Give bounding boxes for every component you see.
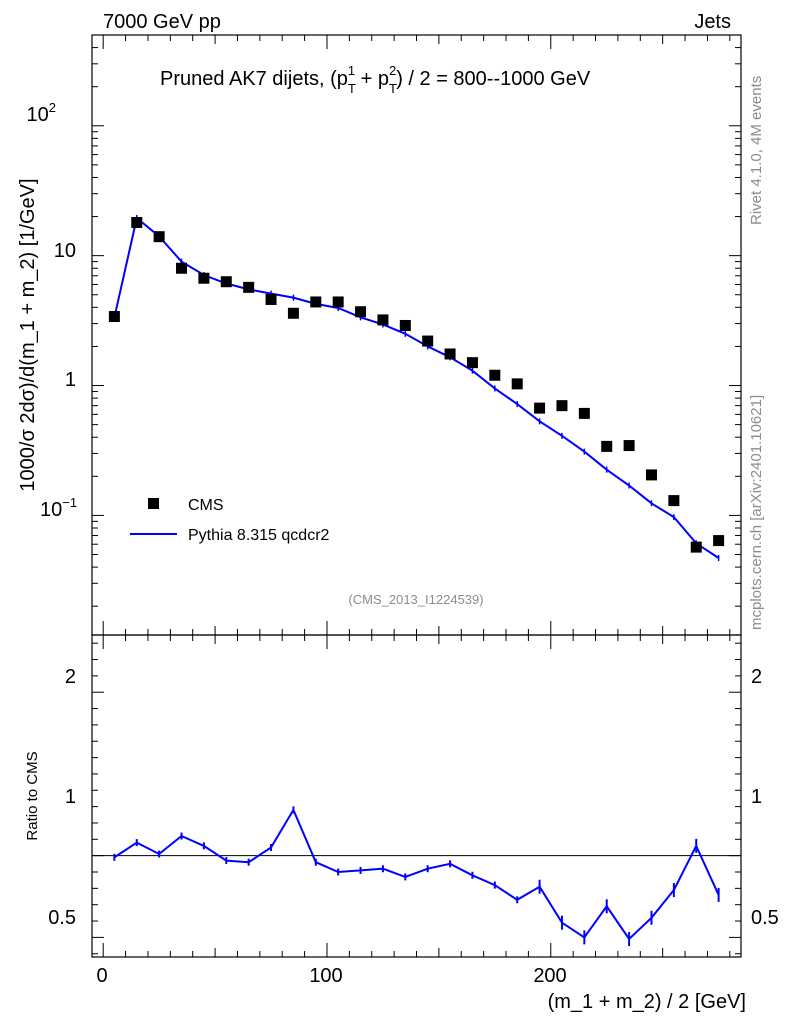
ratio-series — [92, 806, 741, 947]
y-tick-label-10: 10 — [54, 240, 76, 262]
mcplots-label: mcplots.cern.ch [arXiv:2401.10621] — [748, 395, 765, 630]
cms-data-point — [399, 319, 411, 331]
ratio-y-tick-2-left: 2 — [65, 666, 76, 688]
axis-ticks — [92, 34, 741, 957]
cms-data-point — [645, 469, 657, 481]
cms-data-point — [265, 293, 277, 305]
cms-data-point — [131, 217, 143, 229]
x-axis-label: (m_1 + m_2) / 2 [GeV] — [548, 991, 746, 1013]
cms-data-point — [713, 535, 725, 547]
ratio-panel-frame — [91, 634, 742, 958]
cms-data-point — [176, 262, 188, 274]
process-label: Jets — [694, 11, 731, 33]
mc-line — [113, 216, 720, 559]
y-tick-label-0.1: 10−1 — [40, 495, 77, 521]
cms-data-point — [466, 357, 478, 369]
ratio-y-tick-0.5-right: 0.5 — [751, 907, 779, 929]
cms-data-point — [489, 369, 501, 381]
ratio-y-tick-0.5-left: 0.5 — [48, 907, 76, 929]
ratio-y-tick-2-right: 2 — [751, 666, 762, 688]
cms-data-point — [332, 296, 344, 308]
chart-title: Pruned AK7 dijets, (pT1 + pT2) / 2 = 800… — [160, 63, 591, 96]
cms-data-point — [444, 348, 456, 360]
y-axis-label: 1000/σ 2dσ)/d(m_1 + m_2) [1/GeV] — [17, 178, 39, 491]
cms-data-point — [556, 400, 568, 412]
main-panel-frame — [91, 34, 742, 636]
y-tick-label-1: 1 — [65, 369, 76, 391]
cms-data-point — [623, 440, 635, 452]
cms-data-point — [422, 335, 434, 347]
cms-data-point — [310, 296, 322, 308]
cms-data-point — [534, 402, 546, 414]
analysis-id: (CMS_2013_I1224539) — [348, 592, 483, 607]
cms-data-point — [220, 276, 232, 288]
cms-data-point — [355, 306, 367, 318]
data-series — [108, 217, 725, 553]
cms-data-point — [601, 440, 613, 452]
ratio-line — [113, 807, 720, 941]
legend-cms-label: CMS — [188, 497, 224, 514]
cms-data-point — [668, 495, 680, 507]
cms-data-point — [243, 281, 255, 293]
cms-data-point — [153, 231, 165, 243]
legend-mc-label: Pythia 8.315 qcdcr2 — [188, 527, 330, 544]
cms-data-point — [377, 314, 389, 326]
cms-data-point — [287, 307, 299, 319]
x-tick-label-0: 0 — [96, 965, 107, 987]
ratio-y-axis-label: Ratio to CMS — [24, 751, 41, 840]
cms-data-point — [511, 378, 523, 390]
cms-data-point — [198, 272, 210, 284]
x-tick-label-100: 100 — [309, 965, 342, 987]
y-tick-label-100: 102 — [27, 100, 56, 126]
cms-data-point — [690, 541, 702, 553]
legend-cms-marker — [148, 498, 159, 509]
cms-data-point — [108, 311, 120, 323]
cms-data-point — [578, 407, 590, 419]
ratio-y-tick-1-left: 1 — [65, 786, 76, 808]
rivet-label: Rivet 4.1.0, 4M events — [748, 76, 765, 225]
ratio-y-tick-1-right: 1 — [751, 786, 762, 808]
x-tick-label-200: 200 — [533, 965, 566, 987]
beam-label: 7000 GeV pp — [103, 11, 221, 33]
